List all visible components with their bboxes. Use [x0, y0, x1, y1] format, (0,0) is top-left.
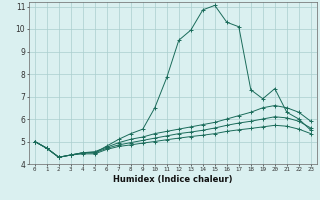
X-axis label: Humidex (Indice chaleur): Humidex (Indice chaleur) [113, 175, 233, 184]
